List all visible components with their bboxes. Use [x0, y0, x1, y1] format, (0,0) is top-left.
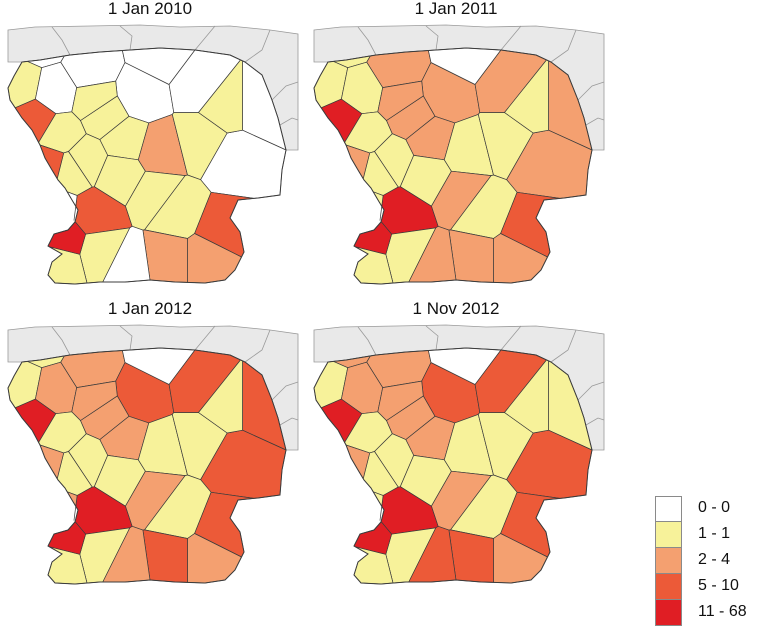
map-title-1: 1 Jan 2010: [107, 0, 193, 18]
neighbor-border: [585, 417, 605, 426]
neighbor-border: [500, 325, 522, 351]
municipality-region: [71, 380, 118, 421]
legend-label: 2 - 4: [698, 551, 731, 568]
map-title-3: 1 Jan 2012: [107, 299, 193, 318]
neighbor-border: [279, 117, 299, 126]
region-outline: [7, 47, 287, 285]
neighbor-border: [51, 26, 71, 56]
region-outline: [313, 347, 593, 585]
neighbor-border: [425, 325, 439, 351]
region-outline: [7, 347, 287, 585]
neighbor-border: [244, 329, 271, 363]
map-title-2: 1 Jan 2011: [414, 0, 498, 18]
municipality-region: [142, 529, 188, 583]
municipality-region: [448, 229, 494, 283]
legend-item: 2 - 4: [655, 548, 760, 574]
legend-item: 11 - 68: [655, 600, 760, 626]
map-legend: 0 - 0 1 - 1 2 - 4 5 - 10 11 - 68: [655, 496, 760, 626]
map-title-4: 1 Nov 2012: [412, 299, 500, 318]
municipality-region: [142, 229, 188, 283]
neighbor-border: [194, 25, 216, 51]
legend-item: 1 - 1: [655, 522, 760, 548]
neighbor-border: [119, 325, 133, 351]
legend-label: 11 - 68: [698, 603, 747, 620]
map-3: [7, 324, 299, 585]
neighbor-border: [357, 26, 377, 56]
neighbor-border: [425, 25, 439, 51]
legend-item: 0 - 0: [655, 496, 760, 522]
neighbor-border: [119, 25, 133, 51]
neighbor-border: [51, 326, 71, 356]
neighbor-border: [271, 81, 299, 101]
neighbor-border: [357, 326, 377, 356]
map-2: [313, 24, 605, 285]
legend-swatch: [655, 600, 682, 626]
legend-item: 5 - 10: [655, 574, 760, 600]
map-1: [7, 24, 299, 285]
neighbor-border: [585, 117, 605, 126]
legend-label: 0 - 0: [698, 499, 731, 516]
neighbor-border: [244, 29, 271, 63]
region-outline: [313, 47, 593, 285]
municipality-region: [448, 529, 494, 583]
neighbor-border: [577, 381, 605, 401]
legend-swatch: [655, 522, 682, 548]
map-4: [313, 324, 605, 585]
neighbor-border: [550, 329, 577, 363]
map-panel-1: 1 Jan 2010: [0, 0, 300, 300]
neighbor-border: [550, 29, 577, 63]
neighbor-border: [279, 417, 299, 426]
municipality-region: [377, 380, 424, 421]
municipality-region: [377, 80, 424, 121]
map-panel-3: 1 Jan 2012: [0, 300, 300, 600]
legend-swatch: [655, 496, 682, 522]
legend-label: 1 - 1: [698, 525, 731, 542]
neighbor-border: [577, 81, 605, 101]
neighbor-border: [194, 325, 216, 351]
map-panel-4: 1 Nov 2012: [306, 300, 606, 600]
legend-swatch: [655, 574, 682, 600]
neighbor-border: [271, 381, 299, 401]
neighbor-border: [500, 25, 522, 51]
legend-swatch: [655, 548, 682, 574]
municipality-region: [71, 80, 118, 121]
legend-label: 5 - 10: [698, 577, 739, 594]
map-panel-2: 1 Jan 2011: [306, 0, 606, 300]
